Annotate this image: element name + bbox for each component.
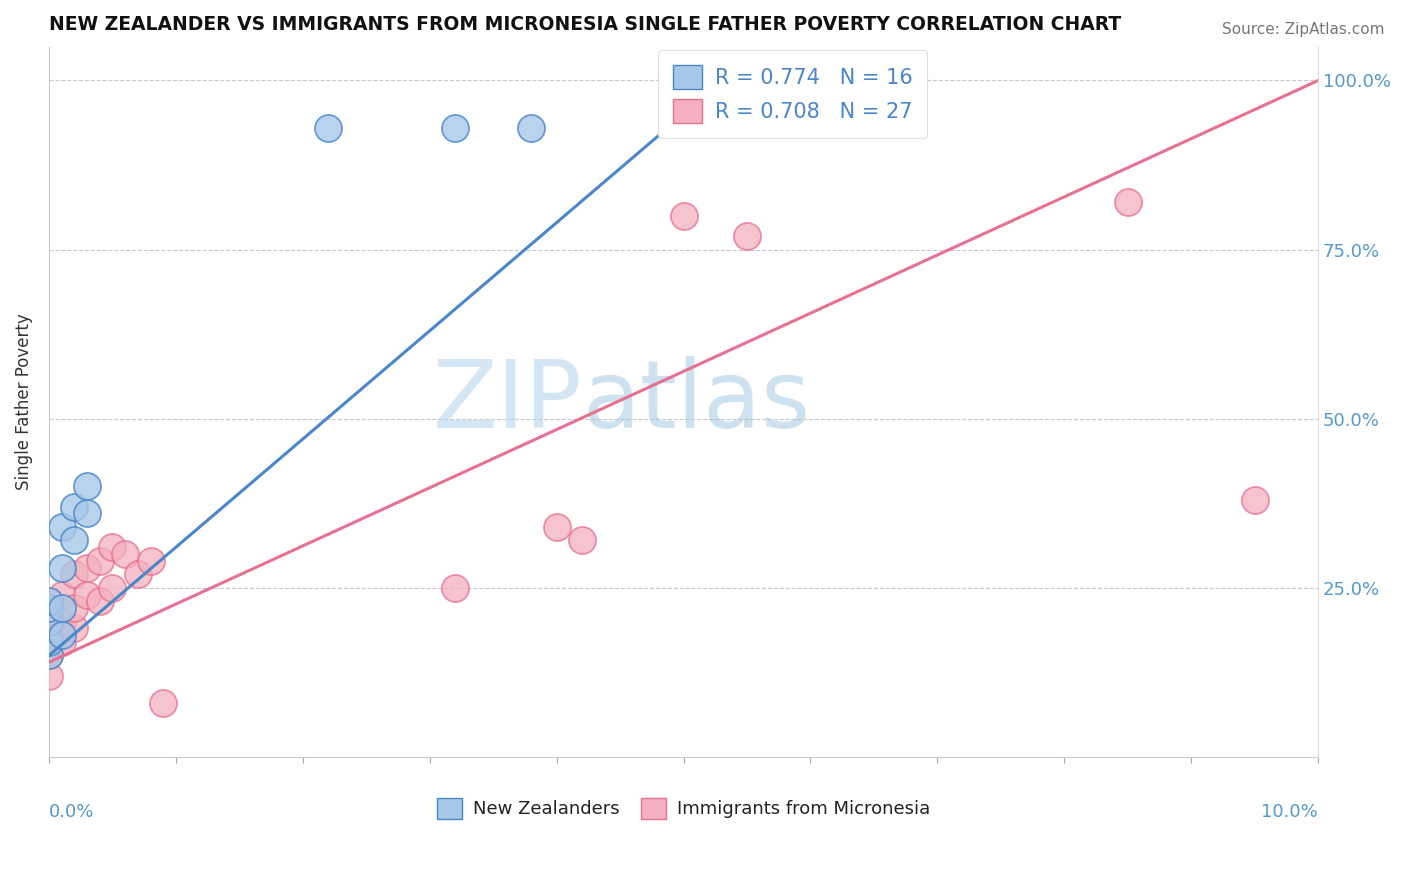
Text: Source: ZipAtlas.com: Source: ZipAtlas.com [1222, 22, 1385, 37]
Point [89, 594, 111, 608]
Point [672, 209, 695, 223]
Point [735, 229, 758, 244]
Text: ZIP: ZIP [433, 356, 582, 448]
Point [38, 628, 60, 642]
Point [76, 560, 98, 574]
Point [51, 601, 73, 615]
Point [76, 588, 98, 602]
Point [571, 533, 593, 548]
Point [444, 581, 467, 595]
Text: NEW ZEALANDER VS IMMIGRANTS FROM MICRONESIA SINGLE FATHER POVERTY CORRELATION CH: NEW ZEALANDER VS IMMIGRANTS FROM MICRONE… [49, 15, 1121, 34]
Point [444, 120, 467, 135]
Point [63, 533, 86, 548]
Point [51, 588, 73, 602]
Point [127, 567, 149, 582]
Point [114, 547, 136, 561]
Point [63, 601, 86, 615]
Point [51, 520, 73, 534]
Point [316, 120, 339, 135]
Legend: New Zealanders, Immigrants from Micronesia: New Zealanders, Immigrants from Micrones… [429, 791, 938, 826]
Point [63, 567, 86, 582]
Point [38, 648, 60, 663]
Point [63, 622, 86, 636]
Text: 10.0%: 10.0% [1261, 803, 1319, 822]
Point [51, 615, 73, 629]
Point [89, 554, 111, 568]
Point [152, 696, 174, 710]
Point [1243, 492, 1265, 507]
Point [101, 541, 124, 555]
Point [38, 635, 60, 649]
Point [76, 507, 98, 521]
Point [51, 635, 73, 649]
Point [101, 581, 124, 595]
Point [520, 120, 543, 135]
Point [76, 479, 98, 493]
Y-axis label: Single Father Poverty: Single Father Poverty [15, 313, 32, 491]
Point [1116, 195, 1139, 210]
Point [546, 520, 568, 534]
Point [38, 607, 60, 622]
Text: 0.0%: 0.0% [49, 803, 94, 822]
Point [38, 669, 60, 683]
Point [38, 615, 60, 629]
Point [38, 594, 60, 608]
Point [51, 560, 73, 574]
Point [139, 554, 162, 568]
Point [38, 648, 60, 663]
Text: atlas: atlas [582, 356, 810, 448]
Point [38, 601, 60, 615]
Point [51, 628, 73, 642]
Point [63, 500, 86, 514]
